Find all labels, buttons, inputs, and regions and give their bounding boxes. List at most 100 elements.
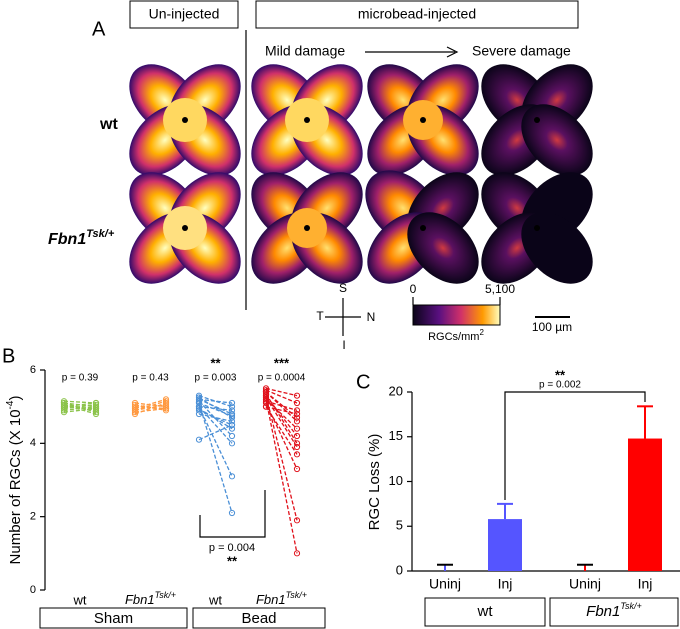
- x-group-label: wt: [208, 592, 222, 607]
- point: [228, 421, 236, 429]
- pair-line: [63, 404, 97, 410]
- header: microbead-injected: [358, 6, 476, 22]
- group-label: Sham: [94, 610, 133, 627]
- point: [131, 399, 139, 407]
- x-tick-label: Uninj: [569, 576, 601, 592]
- point: [228, 414, 236, 421]
- group-label: Bead: [241, 610, 276, 627]
- x-group-label-base: Fbn1: [125, 592, 155, 607]
- colorbar-label: 5,100: [485, 282, 515, 296]
- point: [228, 440, 236, 447]
- pair-line: [198, 424, 233, 441]
- point: [60, 399, 68, 407]
- group-label: Fbn1Tsk/+: [586, 601, 642, 620]
- pair-line: [134, 402, 167, 415]
- colorbar-label: 0: [410, 282, 417, 296]
- pair-line: [198, 406, 233, 477]
- pair-line: [265, 395, 298, 437]
- panel-letter: A: [92, 18, 106, 40]
- unit-base: RGCs/mm: [428, 331, 479, 343]
- pair-line: [265, 398, 298, 430]
- pair-line: [63, 406, 97, 411]
- point: [60, 401, 68, 408]
- point: [262, 396, 270, 403]
- compass-label: N: [367, 310, 376, 324]
- group-box: [39, 607, 188, 629]
- x-group-label-sup: Tsk/+: [286, 590, 307, 600]
- pair-line: [265, 387, 298, 397]
- point: [195, 436, 203, 443]
- scale-bar-label: 100 µm: [532, 320, 572, 334]
- pair-line: [198, 396, 233, 419]
- pair-line: [63, 402, 97, 413]
- y-tick-label: 0: [396, 562, 403, 577]
- point: [228, 399, 236, 407]
- p-value: p = 0.002: [539, 380, 581, 391]
- significance: ***: [274, 355, 290, 370]
- p-value: p = 0.43: [132, 373, 169, 384]
- point: [293, 392, 301, 399]
- point: [60, 398, 68, 405]
- x-group-label: wt: [73, 592, 87, 607]
- group-box: [424, 597, 546, 627]
- significance: **: [210, 355, 221, 370]
- pair-line: [265, 397, 298, 448]
- bracket: [504, 391, 646, 500]
- pair-line: [265, 406, 298, 455]
- compass-label: S: [339, 281, 347, 295]
- colorbar: [412, 304, 501, 326]
- x-group-label-base: Fbn1: [256, 592, 286, 607]
- group-box: [192, 607, 326, 629]
- arrow-head: [446, 46, 459, 58]
- row-label-base: Fbn1: [48, 231, 86, 248]
- p-value: p = 0.004: [209, 542, 255, 554]
- pair-line: [63, 400, 97, 404]
- unit-sup: 2: [479, 328, 484, 337]
- point: [293, 407, 301, 414]
- y-tick-label: 20: [389, 383, 403, 398]
- point: [293, 517, 301, 524]
- p-value: p = 0.003: [195, 373, 237, 384]
- point: [293, 550, 301, 557]
- compass-label: T: [316, 309, 324, 323]
- x-tick-label: Uninj: [429, 576, 461, 592]
- x-group-label: Fbn1Tsk/+: [125, 590, 176, 607]
- compass-label: I: [342, 338, 345, 352]
- point: [293, 451, 301, 458]
- p-value: p = 0.39: [62, 373, 99, 384]
- y-label-end: ): [7, 396, 24, 401]
- pair-line: [63, 407, 97, 413]
- point: [162, 405, 170, 412]
- point: [92, 405, 100, 412]
- y-label-sup: -4: [5, 400, 16, 409]
- damage-label: Severe damage: [472, 43, 571, 59]
- bracket: [199, 490, 266, 538]
- point: [162, 403, 170, 410]
- point: [228, 425, 236, 432]
- y-axis-label: RGC Loss (%): [366, 434, 383, 531]
- y-tick-label: 10: [389, 473, 403, 488]
- point: [293, 425, 301, 432]
- pair-line: [63, 402, 97, 408]
- point: [293, 399, 301, 407]
- pair-line: [198, 402, 233, 417]
- y-tick-label: 5: [396, 518, 403, 533]
- pair-line: [63, 404, 97, 415]
- damage-label: Mild damage: [265, 43, 345, 59]
- pair-line: [198, 402, 233, 514]
- point: [293, 443, 301, 451]
- point: [228, 403, 236, 410]
- significance: **: [555, 367, 566, 382]
- point: [162, 401, 170, 408]
- point: [228, 412, 236, 419]
- row-label-sup: Tsk/+: [86, 228, 115, 240]
- point: [92, 401, 100, 408]
- point: [60, 409, 68, 416]
- point: [293, 410, 301, 418]
- x-group-label-sup: Tsk/+: [155, 590, 176, 600]
- pair-line: [134, 407, 167, 413]
- point: [195, 403, 203, 410]
- point: [293, 465, 301, 473]
- point: [228, 432, 236, 440]
